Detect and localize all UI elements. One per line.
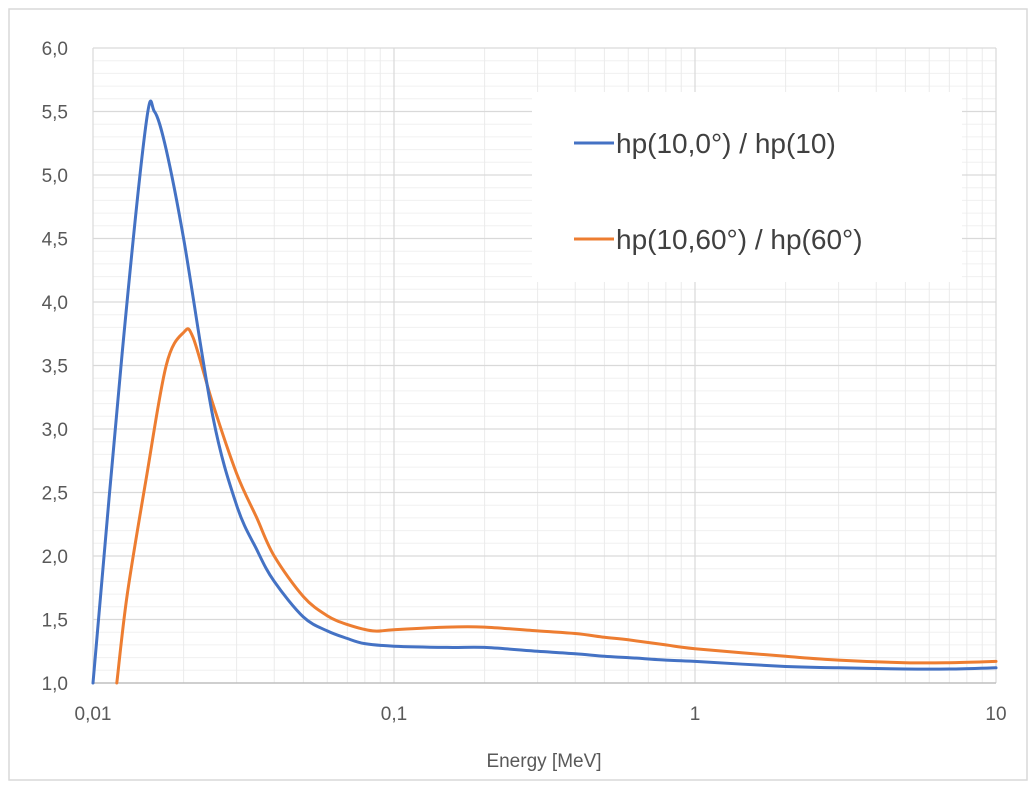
x-tick-label: 10 xyxy=(985,704,1006,725)
legend-label-2: hp(10,60°) / hp(60°) xyxy=(616,224,863,255)
axes xyxy=(92,48,996,684)
y-tick-label: 2,0 xyxy=(42,547,68,568)
y-tick-label: 5,5 xyxy=(42,103,68,124)
legend-box xyxy=(532,92,962,282)
y-tick-label: 3,5 xyxy=(42,357,68,378)
x-tick-label: 0,01 xyxy=(75,704,112,725)
legend: hp(10,0°) / hp(10) hp(10,60°) / hp(60°) xyxy=(532,92,962,282)
y-tick-label: 3,0 xyxy=(42,420,68,441)
y-tick-label: 1,0 xyxy=(42,674,68,695)
series-line-1 xyxy=(91,99,998,685)
legend-label-1: hp(10,0°) / hp(10) xyxy=(616,128,836,159)
y-tick-label: 5,0 xyxy=(42,166,68,187)
x-tick-labels: 0,01 0,1 1 10 xyxy=(75,704,1007,725)
series-layer xyxy=(91,99,998,685)
x-tick-label: 1 xyxy=(690,704,701,725)
x-tick-label: 0,1 xyxy=(381,704,407,725)
y-tick-labels: 1,0 1,5 2,0 2,5 3,0 3,5 4,0 4,5 5,0 5,5 6,0 xyxy=(42,39,68,695)
x-axis-label: Energy [MeV] xyxy=(486,751,601,772)
y-tick-label: 6,0 xyxy=(42,39,68,60)
y-tick-label: 1,5 xyxy=(42,611,68,632)
series-line-2 xyxy=(115,327,998,685)
y-tick-label: 2,5 xyxy=(42,484,68,505)
y-tick-label: 4,0 xyxy=(42,293,68,314)
y-tick-label: 4,5 xyxy=(42,230,68,251)
